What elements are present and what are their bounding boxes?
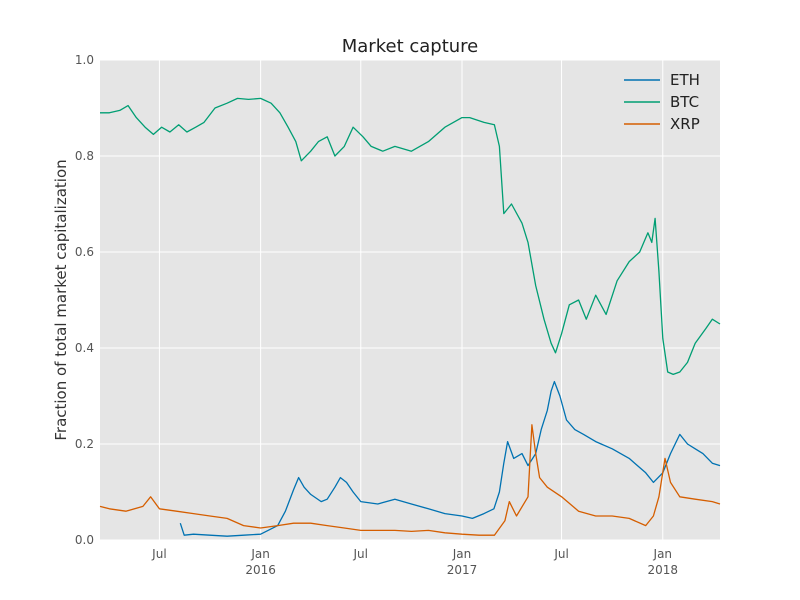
x-tick-label: Jul (353, 547, 368, 561)
y-tick-label: 0.0 (75, 533, 94, 547)
x-tick-label: Jan (452, 547, 472, 561)
chart-title: Market capture (342, 36, 479, 57)
x-tick-label: Jan (250, 547, 270, 561)
x-tick-year-label: 2017 (447, 563, 478, 577)
x-tick-year-label: 2018 (648, 563, 679, 577)
y-tick-label: 0.6 (75, 245, 94, 259)
legend-label: BTC (670, 93, 699, 111)
x-tick-label: Jul (151, 547, 166, 561)
series-line-xrp (99, 424, 721, 536)
x-tick-year-label: 2016 (245, 563, 276, 577)
legend-label: XRP (670, 115, 700, 133)
series-lines (99, 97, 721, 537)
x-tick-label: Jan (653, 547, 673, 561)
y-tick-label: 0.2 (75, 437, 94, 451)
y-tick-label: 1.0 (75, 53, 94, 67)
legend-label: ETH (670, 71, 700, 89)
y-tick-labels: 0.0 0.2 0.4 0.6 0.8 1.0 (75, 53, 94, 547)
y-axis-label: Fraction of total market capitalization (52, 159, 70, 440)
grid-lines (100, 59, 720, 541)
series-line-btc (100, 97, 721, 376)
legend: ETH BTC XRP (624, 71, 700, 133)
plot-area (100, 60, 720, 540)
y-tick-label: 0.8 (75, 149, 94, 163)
x-tick-label: Jul (553, 547, 568, 561)
y-tick-label: 0.4 (75, 341, 94, 355)
x-tick-labels: Jul Jan 2016 Jul Jan 2017 Jul Jan 2018 (151, 547, 678, 577)
series-line-eth (179, 380, 721, 537)
